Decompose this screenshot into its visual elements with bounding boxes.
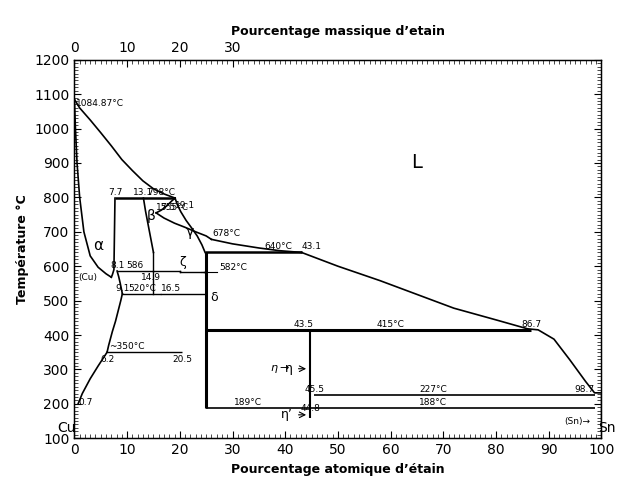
Text: 43.1: 43.1 xyxy=(301,243,322,251)
Text: 19.1: 19.1 xyxy=(175,202,195,211)
Text: 7.7: 7.7 xyxy=(108,188,122,197)
Text: ζ: ζ xyxy=(179,256,186,269)
Text: 1084.87°C: 1084.87°C xyxy=(76,100,124,109)
Text: 45.5: 45.5 xyxy=(304,385,324,394)
Text: 520°C: 520°C xyxy=(128,284,156,293)
Text: 20.5: 20.5 xyxy=(172,355,192,364)
Text: η’: η’ xyxy=(281,408,293,421)
Text: 755°C: 755°C xyxy=(160,203,188,212)
Text: γ: γ xyxy=(186,225,195,239)
Text: Sn: Sn xyxy=(598,421,616,435)
Text: α: α xyxy=(93,238,103,253)
Text: 0.7: 0.7 xyxy=(78,397,92,406)
Text: 14.9: 14.9 xyxy=(141,273,161,282)
Y-axis label: Température °C: Température °C xyxy=(16,194,29,304)
Text: $\eta$$\rightarrow$: $\eta$$\rightarrow$ xyxy=(270,363,290,374)
Text: δ: δ xyxy=(210,291,218,304)
Text: 582°C: 582°C xyxy=(219,263,247,272)
Text: 227°C: 227°C xyxy=(419,385,446,394)
Text: 640°C: 640°C xyxy=(264,243,292,251)
Text: 15.5: 15.5 xyxy=(156,203,176,212)
Text: 86.7: 86.7 xyxy=(521,320,541,329)
Text: 43.5: 43.5 xyxy=(294,320,314,329)
Text: (Sn)→: (Sn)→ xyxy=(565,417,590,426)
Text: 188°C: 188°C xyxy=(418,398,447,407)
Text: L: L xyxy=(412,153,422,172)
Text: 415°C: 415°C xyxy=(377,320,404,329)
X-axis label: Pourcentage massique d’etain: Pourcentage massique d’etain xyxy=(231,25,445,38)
Text: 13.1: 13.1 xyxy=(133,188,154,197)
Text: 678°C: 678°C xyxy=(213,230,241,239)
Text: 231.9681°C: 231.9681°C xyxy=(0,497,1,498)
Text: Cu: Cu xyxy=(57,421,76,435)
Text: ~350°C: ~350°C xyxy=(109,342,145,351)
Text: 9.1: 9.1 xyxy=(115,284,130,293)
Text: 44.8: 44.8 xyxy=(301,404,321,413)
Text: 8.1: 8.1 xyxy=(110,260,124,269)
X-axis label: Pourcentage atomique d’étain: Pourcentage atomique d’étain xyxy=(231,463,445,476)
Text: η: η xyxy=(285,362,293,375)
Text: 586: 586 xyxy=(126,261,144,270)
Text: 6.2: 6.2 xyxy=(100,355,114,364)
Text: 1100: 1100 xyxy=(0,497,1,498)
Text: 16.5: 16.5 xyxy=(161,284,182,293)
Text: 189°C: 189°C xyxy=(234,398,262,407)
Text: β: β xyxy=(146,209,155,223)
Text: 798°C: 798°C xyxy=(147,188,175,197)
Text: (Cu): (Cu) xyxy=(78,273,97,282)
Text: 98.7: 98.7 xyxy=(574,385,595,394)
